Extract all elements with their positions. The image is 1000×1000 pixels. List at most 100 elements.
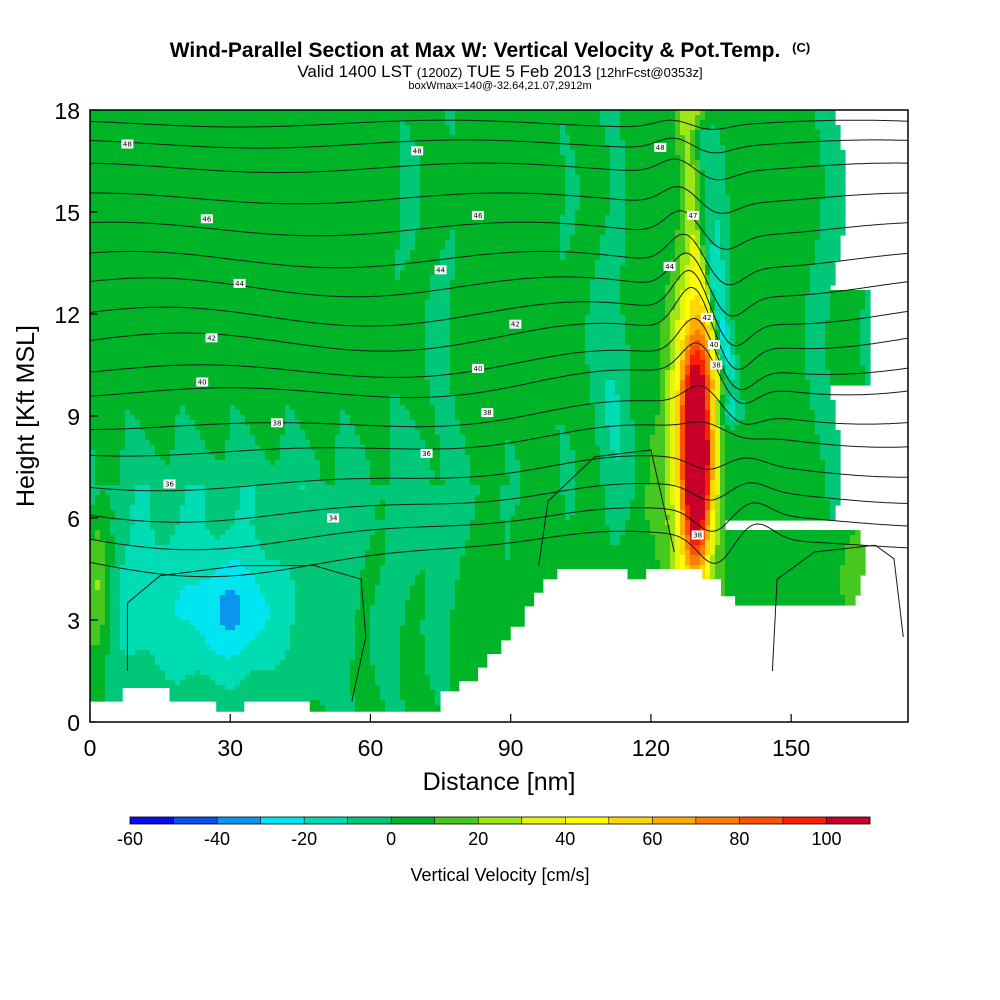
velocity-cell [645, 500, 666, 506]
velocity-cell [400, 125, 411, 131]
velocity-cell [605, 410, 621, 416]
velocity-cell [560, 490, 576, 496]
colorbar-tick-label: 40 [555, 829, 575, 849]
velocity-cell [575, 510, 606, 516]
velocity-cell [650, 440, 666, 446]
velocity-cell [660, 330, 671, 336]
velocity-cell [250, 520, 471, 526]
velocity-cell [400, 170, 421, 176]
velocity-cell [670, 375, 676, 381]
velocity-cell [825, 185, 846, 191]
velocity-cell [315, 450, 336, 456]
velocity-cell [180, 515, 206, 521]
velocity-cell [295, 590, 361, 596]
velocity-cell [705, 515, 711, 521]
velocity-cell [820, 130, 841, 136]
velocity-cell [665, 370, 671, 376]
velocity-cell [680, 275, 686, 281]
velocity-cell [670, 340, 676, 346]
velocity-cell [740, 420, 816, 426]
velocity-cell [565, 180, 581, 186]
velocity-cell [400, 695, 436, 701]
velocity-cell [425, 445, 441, 451]
velocity-cell [205, 505, 241, 511]
velocity-cell [415, 240, 446, 246]
velocity-cell [565, 130, 606, 136]
velocity-cell [615, 455, 621, 461]
velocity-cell [725, 260, 731, 266]
velocity-cell [420, 195, 566, 201]
velocity-cell [625, 255, 676, 261]
velocity-cell [585, 320, 626, 326]
velocity-cell [170, 460, 271, 466]
velocity-cell [725, 270, 731, 276]
velocity-cell [335, 480, 371, 486]
velocity-cell [655, 420, 666, 426]
velocity-cell [710, 305, 716, 311]
velocity-cell [685, 355, 691, 361]
velocity-cell [445, 115, 456, 121]
velocity-cell [605, 215, 626, 221]
velocity-cell [325, 705, 356, 711]
velocity-cell [670, 565, 676, 571]
velocity-cell [505, 455, 516, 461]
velocity-cell [560, 250, 566, 256]
velocity-cell [815, 430, 841, 436]
velocity-cell [830, 375, 866, 381]
velocity-cell [270, 615, 296, 621]
velocity-cell [205, 640, 251, 646]
velocity-cell [225, 530, 256, 536]
velocity-cell [735, 355, 741, 361]
velocity-cell [715, 400, 721, 406]
velocity-cell [685, 370, 691, 376]
velocity-cell [90, 380, 431, 386]
velocity-cell [720, 430, 726, 436]
velocity-cell [90, 300, 426, 306]
velocity-cell [705, 555, 711, 561]
velocity-cell [685, 360, 691, 366]
velocity-cell [105, 660, 156, 666]
velocity-cell [520, 485, 561, 491]
velocity-cell [560, 255, 566, 261]
velocity-cell [255, 575, 291, 581]
velocity-cell [400, 630, 421, 636]
velocity-cell [840, 590, 861, 596]
velocity-cell [130, 410, 181, 416]
velocity-cell [565, 430, 596, 436]
velocity-cell [685, 225, 696, 231]
velocity-cell [670, 430, 676, 436]
velocity-cell [665, 475, 671, 481]
velocity-cell [670, 405, 676, 411]
velocity-cell [690, 385, 706, 391]
velocity-cell [445, 120, 456, 126]
velocity-cell [430, 675, 451, 681]
velocity-cell [110, 600, 121, 606]
velocity-cell [340, 425, 356, 431]
velocity-cell [595, 260, 626, 266]
velocity-cell [215, 650, 241, 656]
velocity-cell [810, 265, 836, 271]
velocity-cell [130, 525, 151, 531]
velocity-cell [625, 250, 676, 256]
velocity-cell [685, 410, 706, 416]
velocity-cell [730, 360, 736, 366]
velocity-cell [805, 330, 826, 336]
velocity-cell [685, 375, 691, 381]
velocity-cell [505, 535, 511, 541]
velocity-cell [730, 425, 736, 431]
velocity-cell [705, 285, 711, 291]
velocity-cell [400, 665, 426, 671]
velocity-cell [840, 585, 861, 591]
velocity-cell [630, 395, 661, 401]
velocity-cell [355, 610, 371, 616]
velocity-cell [560, 435, 571, 441]
velocity-cell [515, 510, 566, 516]
velocity-cell [605, 485, 636, 491]
velocity-cell [815, 125, 841, 131]
velocity-cell [250, 430, 286, 436]
velocity-cell [830, 380, 866, 386]
velocity-cell [705, 495, 711, 501]
velocity-cell [710, 440, 716, 446]
velocity-cell [155, 660, 281, 666]
velocity-cell [705, 470, 711, 476]
